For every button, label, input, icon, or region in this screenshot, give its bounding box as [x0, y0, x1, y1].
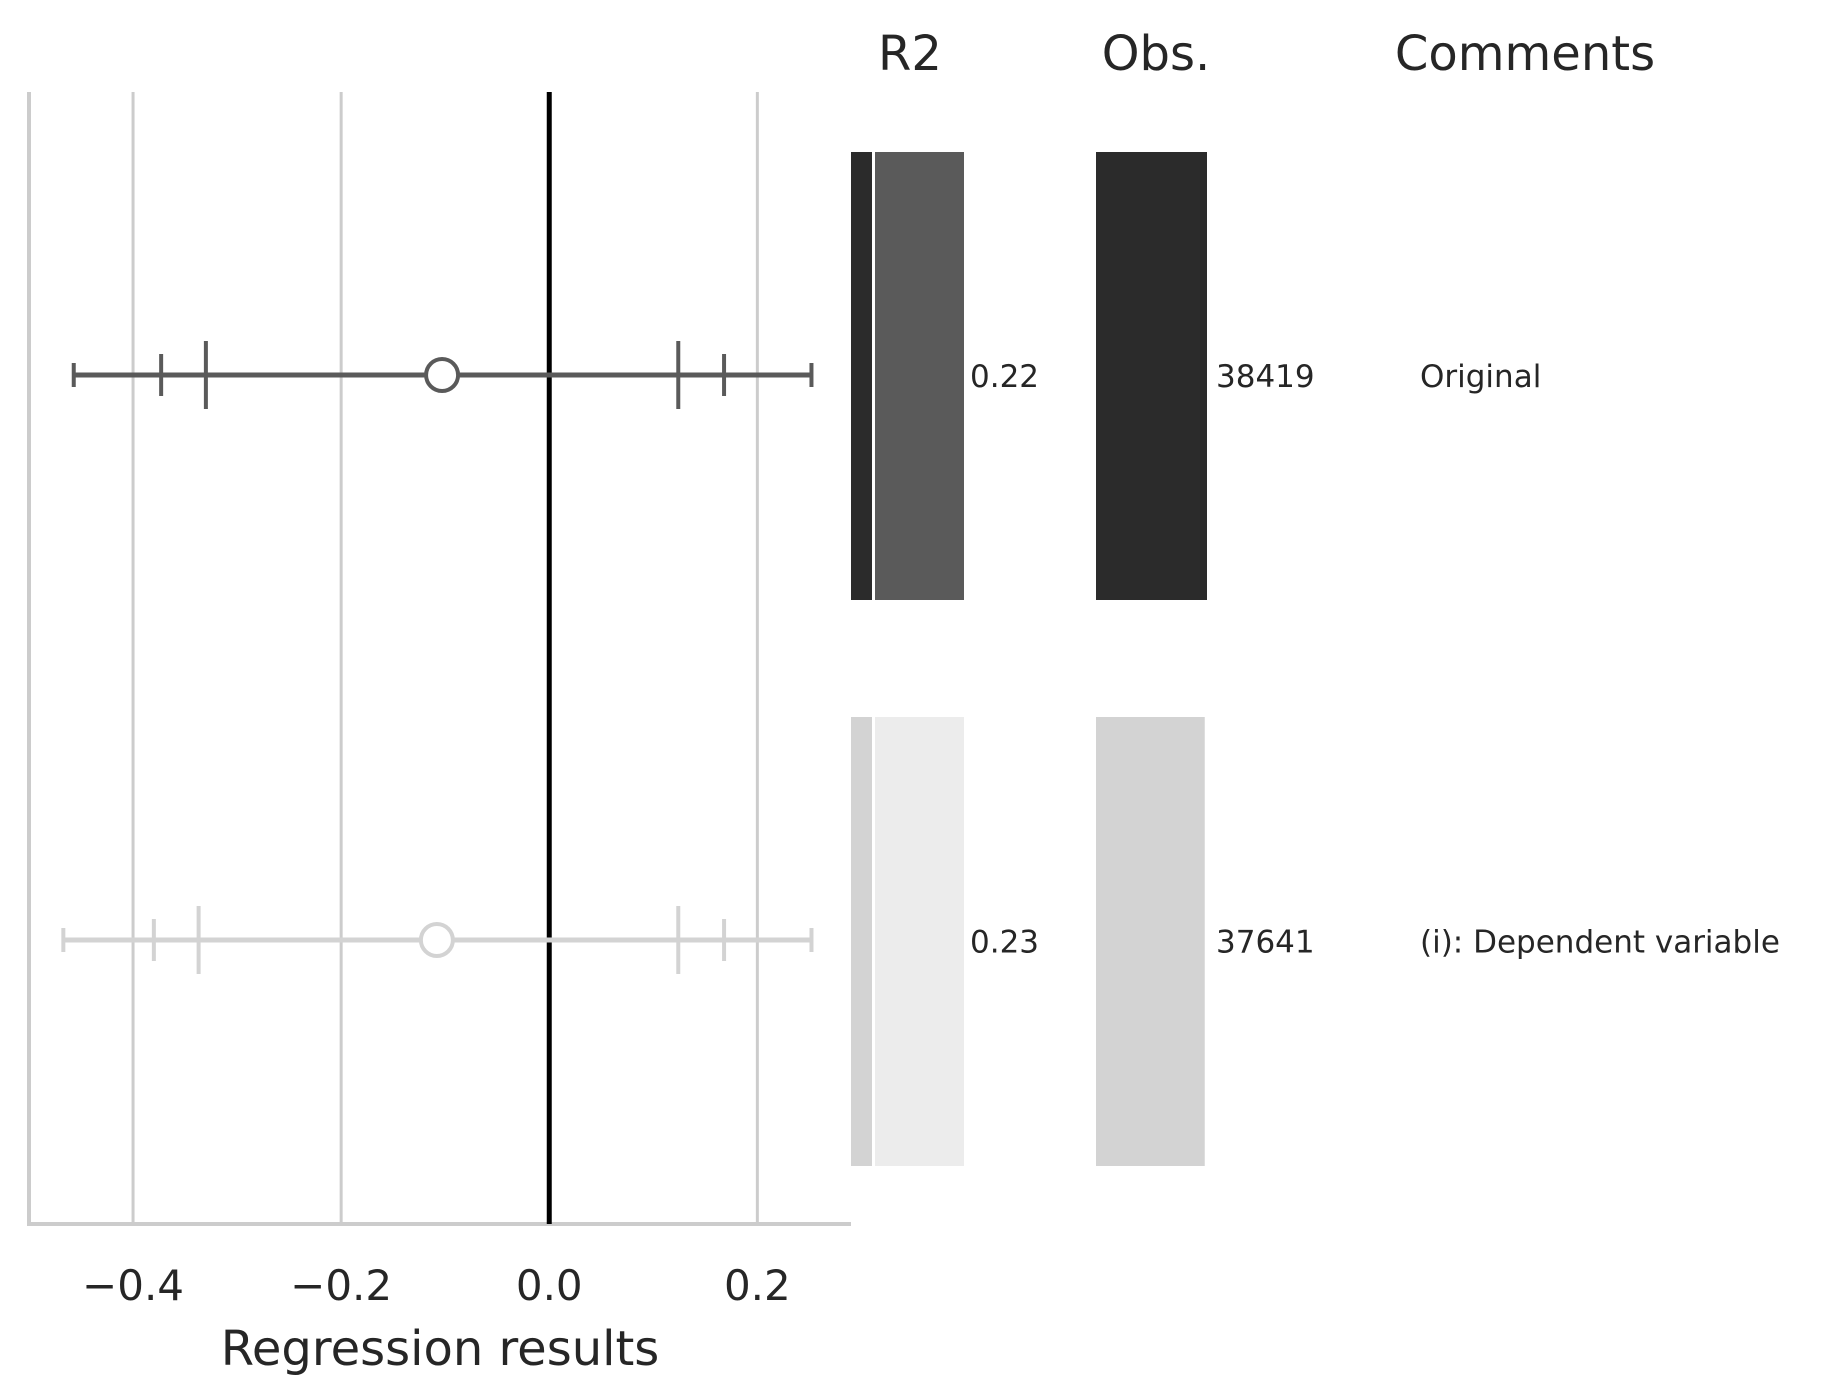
- estimate-row: [61, 906, 814, 974]
- r2-bar: [875, 152, 964, 600]
- x-tick-label: −0.2: [290, 1261, 392, 1310]
- x-tick-label: −0.4: [82, 1261, 184, 1310]
- r2-value-label: 0.23: [970, 925, 1039, 961]
- r2-column-header: R2: [878, 26, 942, 82]
- bar-row: 0.23 37641 (i): Dependent variable: [851, 717, 1780, 1166]
- comments-column-header: Comments: [1395, 26, 1655, 82]
- obs-value-label: 37641: [1216, 925, 1315, 961]
- obs-column-header: Obs.: [1102, 26, 1211, 82]
- x-tick-label: 0.0: [516, 1261, 583, 1310]
- obs-bar: [1096, 717, 1205, 1166]
- x-axis-label: Regression results: [221, 1321, 660, 1377]
- x-tick-labels: −0.4 −0.2 0.0 0.2: [82, 1261, 791, 1310]
- axes: [27, 92, 851, 1226]
- point-estimate: [424, 357, 461, 393]
- r2-bar-strip: [851, 717, 872, 1166]
- r2-bar-strip: [851, 152, 872, 600]
- comment-label: (i): Dependent variable: [1420, 925, 1780, 961]
- estimate-row: [71, 341, 814, 409]
- r2-bar: [875, 717, 964, 1166]
- grid-lines: [131, 92, 759, 1224]
- comment-label: Original: [1420, 359, 1541, 395]
- obs-value-label: 38419: [1216, 359, 1315, 395]
- bar-columns: 0.22 38419 Original 0.23 37641 (i): Dependent…: [851, 152, 1780, 1166]
- estimate-rows: [61, 341, 814, 974]
- point-estimate: [418, 922, 455, 958]
- x-tick-label: 0.2: [724, 1261, 791, 1310]
- bar-row: 0.22 38419 Original: [851, 152, 1541, 600]
- obs-bar: [1096, 152, 1207, 600]
- r2-value-label: 0.22: [970, 359, 1039, 395]
